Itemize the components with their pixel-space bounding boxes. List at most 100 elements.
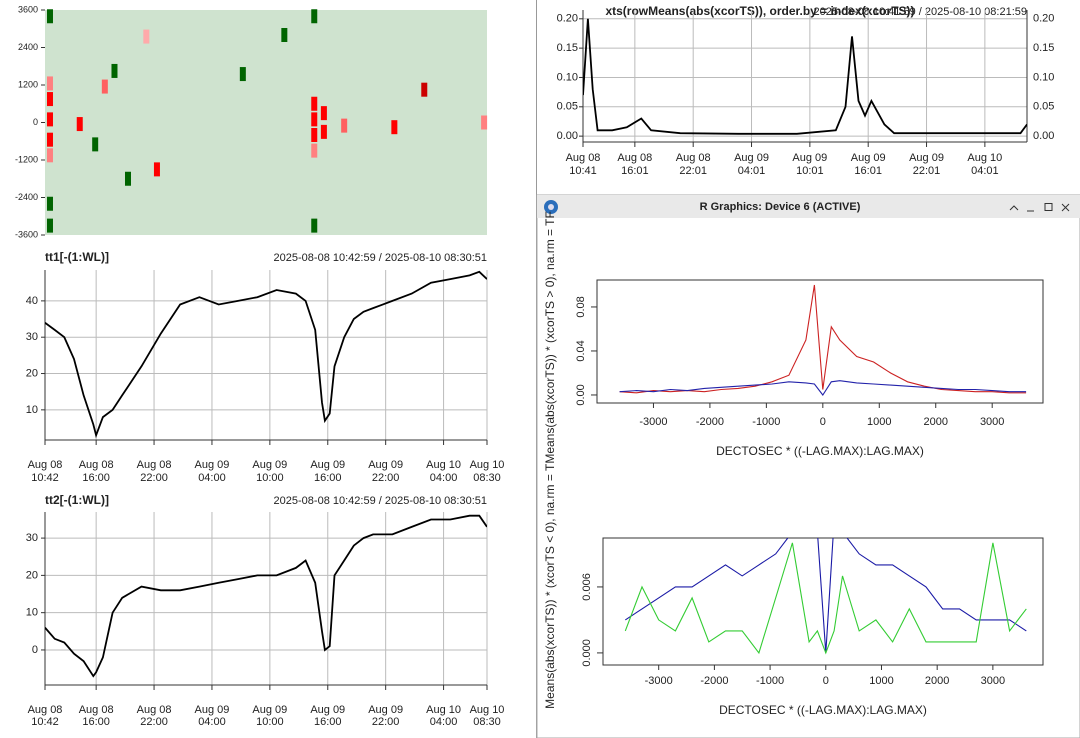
x-axis-label: DECTOSEC * ((-LAG.MAX):LAG.MAX) [719, 703, 927, 717]
y-tick-label: -1200 [15, 154, 38, 164]
x-tick-label: Aug 09 [310, 704, 345, 716]
heat-cell [143, 29, 150, 44]
heat-cell [341, 118, 348, 133]
x-axis-label: DECTOSEC * ((-LAG.MAX):LAG.MAX) [716, 444, 924, 458]
x-tick-label: 04:00 [198, 716, 226, 728]
x-tick-label: Aug 09 [851, 152, 886, 164]
heat-cell [46, 218, 53, 233]
x-tick-label: 22:01 [913, 165, 941, 177]
x-tick-label: Aug 09 [734, 152, 769, 164]
heat-cell [46, 9, 53, 24]
x-tick-label: 04:00 [198, 472, 226, 484]
x-tick-label: 3000 [980, 416, 1004, 428]
x-tick-label: Aug 08 [566, 152, 601, 164]
series-line [619, 380, 1027, 396]
collapse-button[interactable] [1009, 205, 1019, 211]
y-tick-label: 0.04 [575, 340, 587, 361]
x-tick-label: -3000 [645, 675, 673, 687]
heat-cell [46, 148, 53, 163]
x-tick-label: Aug 09 [792, 152, 827, 164]
y2-tick-label: 0.05 [1033, 101, 1054, 113]
y-tick-label: 40 [26, 295, 38, 307]
heat-cell [481, 115, 488, 130]
x-tick-label: 08:30 [473, 472, 501, 484]
y-tick-label: 0.000 [581, 639, 593, 667]
x-tick-label: Aug 09 [368, 704, 403, 716]
window-title: R Graphics: Device 6 (ACTIVE) [700, 201, 861, 213]
series-line [624, 542, 1027, 655]
y-tick-label: 0 [33, 117, 38, 127]
series-line [619, 284, 1027, 394]
x-tick-label: Aug 10 [426, 459, 461, 471]
heat-cell [46, 132, 53, 147]
x-tick-label: Aug 08 [676, 152, 711, 164]
x-tick-label: -2000 [696, 416, 724, 428]
x-tick-label: 22:00 [372, 472, 400, 484]
x-tick-label: 22:00 [372, 716, 400, 728]
heat-cell [320, 106, 327, 121]
y-tick-label: 0.00 [557, 130, 578, 142]
chart-subtitle: 2025-08-08 10:42:59 / 2025-08-10 08:30:5… [274, 252, 487, 264]
x-tick-label: 2000 [923, 416, 947, 428]
y-tick-label: 30 [26, 331, 38, 343]
x-tick-label: -1000 [752, 416, 780, 428]
y-tick-label: 0.20 [557, 13, 578, 25]
heat-cell [320, 124, 327, 139]
heat-cell [46, 76, 53, 91]
x-tick-label: 08:30 [473, 716, 501, 728]
y-tick-label: -3600 [15, 229, 38, 239]
y-tick-label: 3600 [18, 4, 38, 14]
x-tick-label: Aug 09 [252, 459, 287, 471]
maximize-button[interactable] [1044, 203, 1053, 211]
heat-cell [311, 9, 318, 24]
x-tick-label: 16:00 [82, 716, 110, 728]
x-tick-label: 10:41 [569, 165, 597, 177]
heat-cell [311, 112, 318, 127]
x-tick-label: 0 [820, 416, 826, 428]
x-tick-label: Aug 10 [470, 459, 505, 471]
heat-cell [101, 79, 108, 94]
y-tick-label: 2400 [18, 42, 38, 52]
chart-title: tt1[-(1:WL)] [45, 250, 109, 264]
close-button[interactable] [1061, 203, 1070, 212]
y-tick-label: 0.08 [575, 296, 587, 317]
x-tick-label: Aug 08 [28, 704, 63, 716]
y-tick-label: 20 [26, 569, 38, 581]
heat-cell [92, 137, 99, 152]
x-tick-label: 04:00 [430, 472, 458, 484]
x-tick-label: 1000 [867, 416, 891, 428]
title-bar [537, 195, 1080, 218]
x-tick-label: Aug 08 [79, 459, 114, 471]
heat-cell [311, 218, 318, 233]
chart-title: xts(rowMeans(abs(xcorTS)), order.by = in… [605, 4, 914, 18]
r-icon-inner [548, 204, 554, 210]
y-tick-label: 1200 [18, 79, 38, 89]
x-tick-label: 16:00 [314, 472, 342, 484]
y-tick-label: 0.006 [581, 573, 593, 601]
plot-frame [596, 279, 1044, 404]
x-tick-label: Aug 08 [137, 459, 172, 471]
heat-cell [311, 128, 318, 142]
x-tick-label: 04:01 [971, 165, 999, 177]
heat-cell [281, 28, 288, 42]
heat-cell [421, 82, 428, 97]
heat-cell [311, 143, 318, 158]
x-tick-label: 10:42 [31, 472, 59, 484]
plot-frame [602, 537, 1044, 666]
x-tick-label: Aug 09 [310, 459, 345, 471]
y2-tick-label: 0.15 [1033, 42, 1054, 54]
x-tick-label: Aug 10 [470, 704, 505, 716]
y-tick-label: -2400 [15, 192, 38, 202]
y-tick-label: 10 [26, 607, 38, 619]
heat-cell [153, 162, 160, 177]
x-tick-label: Aug 09 [909, 152, 944, 164]
chart-subtitle: 2025-08-08 10:42:59 / 2025-08-10 08:30:5… [274, 495, 487, 507]
x-tick-label: Aug 09 [195, 704, 230, 716]
y-tick-label: 20 [26, 367, 38, 379]
x-tick-label: 16:01 [854, 165, 882, 177]
x-tick-label: Aug 08 [137, 704, 172, 716]
y2-tick-label: 0.10 [1033, 71, 1054, 83]
x-tick-label: Aug 10 [426, 704, 461, 716]
